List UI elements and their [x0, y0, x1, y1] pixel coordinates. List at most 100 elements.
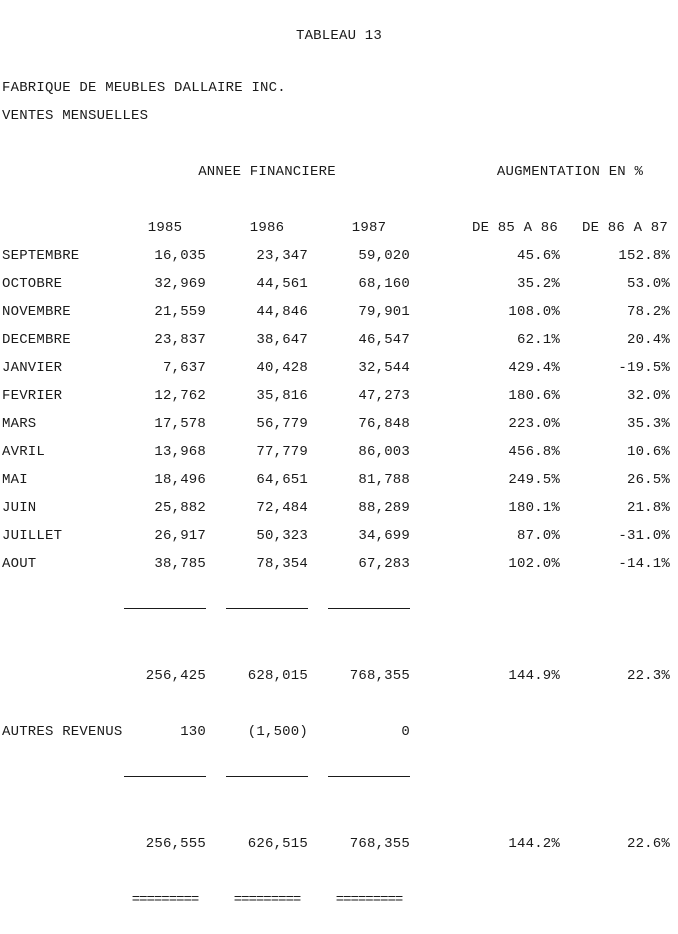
cell-pct-86-87: -14.1% [580, 550, 670, 578]
cell-1987: 59,020 [328, 242, 410, 270]
cell-1986: 77,779 [226, 438, 308, 466]
cell-pct-85-86: 35.2% [470, 270, 560, 298]
total-row: 256,555626,515768,355144.2%22.6% [0, 802, 678, 858]
table-row: AVRIL13,968 77,779 86,003 456.8% 10.6% [0, 438, 678, 466]
cell-1986: 44,561 [226, 270, 308, 298]
table-row: NOVEMBRE21,559 44,846 79,901 108.0% 78.2% [0, 298, 678, 326]
cell-1987: 34,699 [328, 522, 410, 550]
table-row: JANVIER7,637 40,428 32,544 429.4% -19.5% [0, 354, 678, 382]
month-label: MARS [2, 410, 124, 438]
cell-pct-86-87: 26.5% [580, 466, 670, 494]
month-label: SEPTEMBRE [2, 242, 124, 270]
cell-1987: 67,283 [328, 550, 410, 578]
double-rule: =========================== [0, 858, 678, 914]
cell-1985: 7,637 [124, 354, 206, 382]
cell-1985: 13,968 [124, 438, 206, 466]
cell-1986: 35,816 [226, 382, 308, 410]
year-1985: 1985 [124, 214, 206, 242]
cell-1987: 81,788 [328, 466, 410, 494]
month-label: FEVRIER [2, 382, 124, 410]
cell-1986: 40,428 [226, 354, 308, 382]
cell-1986: 56,779 [226, 410, 308, 438]
total-rule [0, 746, 678, 802]
table-row: FEVRIER12,762 35,816 47,273 180.6% 32.0% [0, 382, 678, 410]
cell-pct-86-87: 53.0% [580, 270, 670, 298]
cell-pct-85-86: 62.1% [470, 326, 560, 354]
subtotal-row: 256,425628,015768,355144.9%22.3% [0, 634, 678, 690]
cell-1987: 76,848 [328, 410, 410, 438]
cell-1987: 32,544 [328, 354, 410, 382]
cell-1987: 86,003 [328, 438, 410, 466]
company-name: FABRIQUE DE MEUBLES DALLAIRE INC. [0, 74, 678, 102]
cell-1985: 21,559 [124, 298, 206, 326]
cell-1986: 50,323 [226, 522, 308, 550]
cell-pct-85-86: 429.4% [470, 354, 560, 382]
table-row: OCTOBRE32,969 44,561 68,160 35.2% 53.0% [0, 270, 678, 298]
cell-1985: 38,785 [124, 550, 206, 578]
table-row: AOUT38,785 78,354 67,283 102.0% -14.1% [0, 550, 678, 578]
cell-pct-86-87: -31.0% [580, 522, 670, 550]
cell-1986: 23,347 [226, 242, 308, 270]
month-label: AVRIL [2, 438, 124, 466]
table-row: JUILLET26,917 50,323 34,699 87.0% -31.0% [0, 522, 678, 550]
month-label: JUIN [2, 494, 124, 522]
cell-pct-85-86: 249.5% [470, 466, 560, 494]
cell-pct-86-87: 35.3% [580, 410, 670, 438]
cell-1985: 26,917 [124, 522, 206, 550]
month-label: NOVEMBRE [2, 298, 124, 326]
cell-pct-85-86: 102.0% [470, 550, 560, 578]
cell-1987: 79,901 [328, 298, 410, 326]
month-label: DECEMBRE [2, 326, 124, 354]
table-row: DECEMBRE23,837 38,647 46,547 62.1% 20.4% [0, 326, 678, 354]
column-group-headers: ANNEE FINANCIERE AUGMENTATION EN % [0, 130, 678, 186]
cell-pct-86-87: 21.8% [580, 494, 670, 522]
cell-pct-86-87: 32.0% [580, 382, 670, 410]
autres-revenus-row: AUTRES REVENUS130(1,500)0 [0, 690, 678, 746]
cell-pct-85-86: 87.0% [470, 522, 560, 550]
subtotal-rule [0, 578, 678, 634]
header-annee-financiere: ANNEE FINANCIERE [124, 158, 410, 186]
cell-1985: 16,035 [124, 242, 206, 270]
cell-1986: 72,484 [226, 494, 308, 522]
cell-1986: 78,354 [226, 550, 308, 578]
cell-1987: 68,160 [328, 270, 410, 298]
cell-pct-86-87: -19.5% [580, 354, 670, 382]
cell-1985: 23,837 [124, 326, 206, 354]
cell-pct-85-86: 223.0% [470, 410, 560, 438]
month-label: OCTOBRE [2, 270, 124, 298]
month-label: JANVIER [2, 354, 124, 382]
cell-pct-85-86: 180.6% [470, 382, 560, 410]
cell-pct-85-86: 108.0% [470, 298, 560, 326]
cell-1987: 88,289 [328, 494, 410, 522]
table-row: MAI18,49664,65181,788249.5%26.5% [0, 466, 678, 494]
cell-1987: 46,547 [328, 326, 410, 354]
cell-1985: 32,969 [124, 270, 206, 298]
month-label: AOUT [2, 550, 124, 578]
month-label: MAI [2, 466, 124, 494]
cell-pct-85-86: 180.1% [470, 494, 560, 522]
cell-1985: 12,762 [124, 382, 206, 410]
cell-1986: 44,846 [226, 298, 308, 326]
year-1986: 1986 [226, 214, 308, 242]
cell-pct-86-87: 20.4% [580, 326, 670, 354]
pct-header-85-86: DE 85 A 86 [470, 214, 560, 242]
cell-1986: 38,647 [226, 326, 308, 354]
header-augmentation: AUGMENTATION EN % [470, 158, 670, 186]
month-label: JUILLET [2, 522, 124, 550]
cell-pct-86-87: 78.2% [580, 298, 670, 326]
cell-pct-85-86: 456.8% [470, 438, 560, 466]
cell-1985: 25,882 [124, 494, 206, 522]
report-subtitle: VENTES MENSUELLES [0, 102, 678, 130]
year-1987: 1987 [328, 214, 410, 242]
cell-1987: 47,273 [328, 382, 410, 410]
cell-pct-86-87: 152.8% [580, 242, 670, 270]
cell-1985: 17,578 [124, 410, 206, 438]
table-row: JUIN25,882 72,484 88,289 180.1% 21.8% [0, 494, 678, 522]
table-row: SEPTEMBRE16,035 23,347 59,020 45.6% 152.8% [0, 242, 678, 270]
table-row: MARS17,578 56,779 76,848 223.0% 35.3% [0, 410, 678, 438]
cell-1985: 18,496 [124, 466, 206, 494]
year-headers: 1985 1986 1987 DE 85 A 86 DE 86 A 87 [0, 186, 678, 242]
pct-header-86-87: DE 86 A 87 [580, 214, 670, 242]
cell-pct-85-86: 45.6% [470, 242, 560, 270]
cell-pct-86-87: 10.6% [580, 438, 670, 466]
